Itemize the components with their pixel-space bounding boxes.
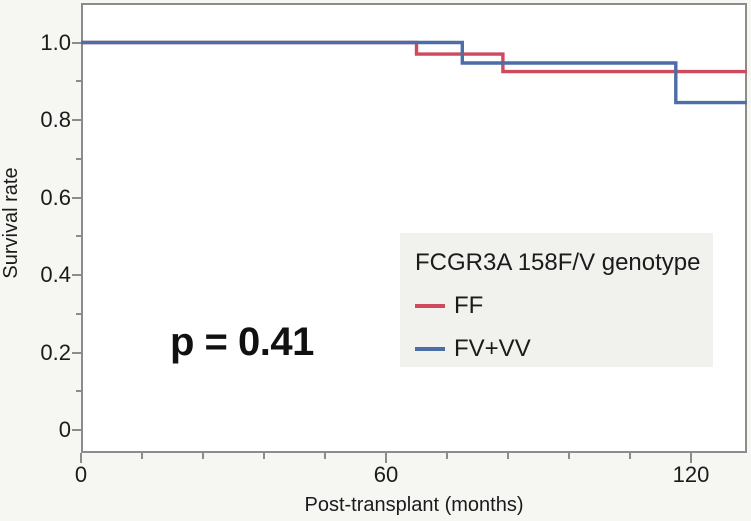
x-major-tick [690, 453, 692, 463]
y-minor-tick [76, 312, 81, 315]
y-tick-label: 0 [58, 417, 71, 442]
y-minor-tick [76, 390, 81, 393]
fvvv-line-swatch [415, 347, 445, 351]
y-major-tick [72, 196, 81, 199]
y-tick-label: 0.2 [40, 339, 71, 365]
plot-area [81, 3, 747, 453]
x-minor-tick [568, 453, 570, 459]
legend-title: FCGR3A 158F/V genotype [415, 249, 701, 276]
curves-layer [81, 40, 747, 105]
x-minor-tick [141, 453, 143, 459]
y-major-tick [72, 351, 81, 354]
x-major-tick [385, 453, 387, 463]
legend-label-fvvv: FV+VV [454, 335, 531, 362]
x-axis-title: Post-transplant (months) [304, 494, 524, 516]
y-tick-label: 0.8 [40, 107, 71, 132]
y-minor-tick [76, 157, 81, 160]
x-minor-tick [507, 453, 509, 459]
legend: FCGR3A 158F/V genotype FF FV+VV [400, 233, 713, 367]
y-minor-tick [76, 235, 81, 238]
legend-entry-fvvv: FV+VV [415, 336, 713, 362]
series-line-ff [81, 40, 747, 74]
x-tick-label: 120 [672, 462, 710, 487]
y-major-tick [72, 41, 81, 44]
x-minor-tick [446, 453, 448, 459]
x-tick-label: 0 [74, 462, 88, 487]
x-tick-label: 60 [373, 462, 399, 487]
x-minor-tick [202, 453, 204, 459]
y-tick-label: 1.0 [40, 29, 71, 55]
y-major-tick [72, 429, 81, 431]
y-axis-title: Survival rate [0, 167, 22, 279]
ff-line-swatch [415, 304, 445, 308]
x-minor-tick [629, 453, 631, 459]
series-line-fv-vv [81, 40, 747, 105]
x-minor-tick [263, 453, 265, 459]
x-minor-tick [324, 453, 326, 459]
x-major-tick [80, 453, 82, 463]
legend-label-ff: FF [454, 292, 484, 319]
p-value-annotation: p = 0.41 [170, 320, 314, 364]
y-tick-label: 0.4 [40, 262, 71, 287]
y-major-tick [72, 274, 81, 276]
y-minor-tick [76, 80, 81, 83]
y-major-tick [72, 119, 81, 121]
legend-entry-ff: FF [415, 293, 713, 319]
y-tick-label: 0.6 [40, 184, 71, 210]
